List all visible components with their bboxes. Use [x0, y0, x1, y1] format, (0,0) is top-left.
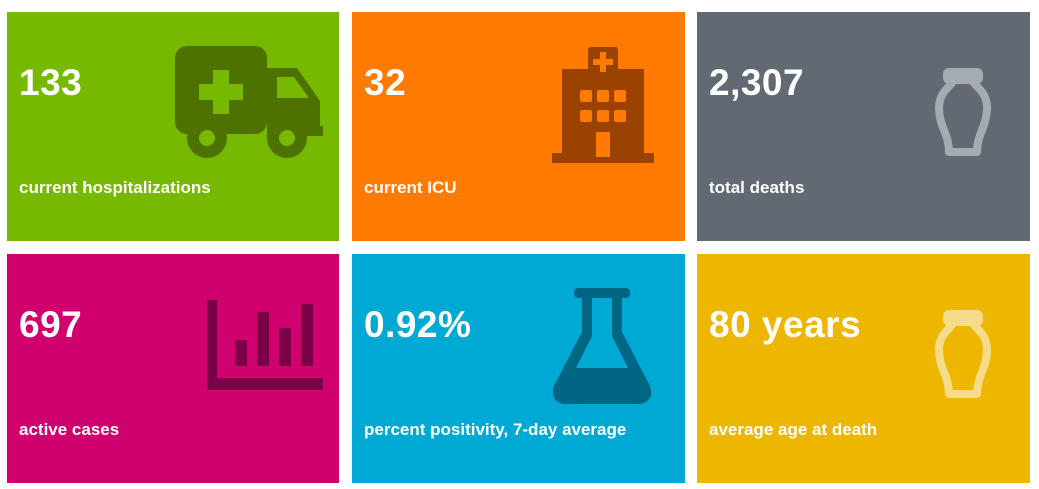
stat-label: active cases	[19, 420, 120, 439]
stat-label: total deaths	[709, 178, 805, 197]
ambulance-icon	[175, 46, 323, 158]
stat-tile-active-cases: 697 active cases	[7, 254, 339, 483]
stat-label: current ICU	[364, 178, 457, 197]
stat-value: 2,307	[709, 62, 805, 103]
stat-label: average age at death	[709, 420, 878, 439]
stat-label: percent positivity, 7-day average	[364, 420, 627, 439]
bar-chart-icon	[207, 300, 323, 390]
stat-value: 32	[364, 62, 407, 103]
stat-tile-positivity: 0.92% percent positivity, 7-day average	[352, 254, 685, 483]
flask-icon	[552, 288, 652, 404]
stat-tile-icu: 32 current ICU	[352, 12, 685, 241]
stat-label: current hospitalizations	[19, 178, 211, 197]
stat-tile-hospitalizations: 133 current hospitalizations	[7, 12, 339, 241]
urn-icon	[935, 68, 991, 156]
hospital-icon	[552, 47, 654, 163]
urn-icon	[935, 310, 991, 398]
stat-tile-average-age: 80 years average age at death	[697, 254, 1030, 483]
stat-value: 0.92%	[364, 304, 472, 345]
stat-value: 697	[19, 304, 83, 345]
stat-value: 133	[19, 62, 83, 103]
stat-tile-deaths: 2,307 total deaths	[697, 12, 1030, 241]
stat-value: 80 years	[709, 304, 862, 345]
